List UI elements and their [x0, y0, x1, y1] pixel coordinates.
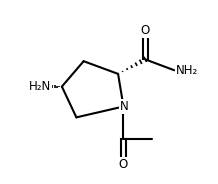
- Text: H₂N: H₂N: [29, 80, 51, 93]
- Text: O: O: [119, 158, 128, 171]
- Text: N: N: [120, 100, 129, 113]
- Text: NH₂: NH₂: [176, 64, 198, 77]
- Text: O: O: [141, 24, 150, 37]
